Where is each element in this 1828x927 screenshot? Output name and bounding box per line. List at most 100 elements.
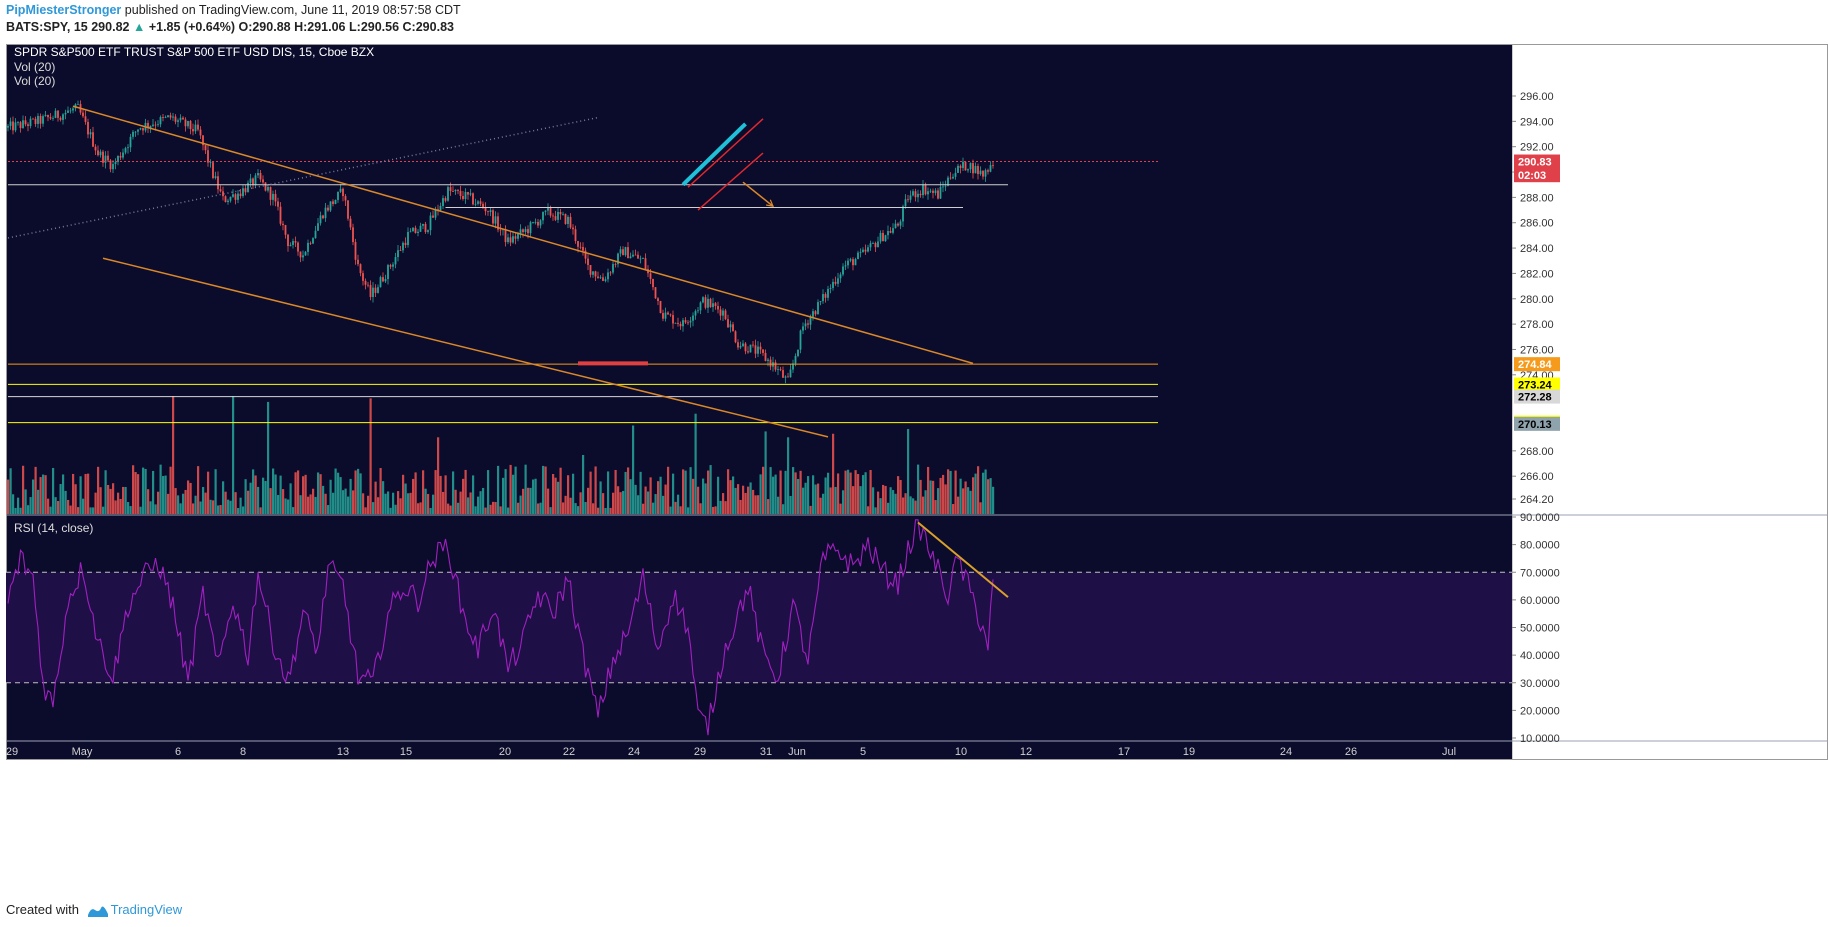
volume-bar — [657, 481, 660, 514]
volume-bar — [724, 501, 727, 514]
volume-bar — [199, 501, 202, 514]
volume-bar — [324, 493, 327, 514]
candle-body — [754, 345, 757, 354]
volume-bar — [807, 476, 810, 514]
volume-bar — [684, 470, 687, 514]
volume-bar — [64, 490, 67, 514]
candle-body — [839, 274, 842, 279]
volume-bar — [492, 501, 495, 514]
candle-body — [717, 305, 719, 310]
volume-bar — [194, 495, 197, 514]
candle-body — [644, 258, 647, 270]
price-tick-label: 276.00 — [1520, 344, 1554, 356]
volume-bar — [364, 507, 367, 514]
volume-bar — [269, 488, 272, 514]
price-tick-label: 278.00 — [1520, 319, 1554, 331]
volume-bar — [589, 471, 592, 514]
volume-bar — [217, 505, 220, 514]
open-label: O: — [238, 20, 253, 34]
volume-bar — [17, 497, 20, 514]
volume-bar — [354, 470, 357, 514]
volume-bar — [334, 468, 337, 514]
candle-body — [197, 124, 199, 130]
volume-bar — [967, 487, 970, 514]
volume-bar — [562, 502, 565, 514]
candle-body — [69, 110, 72, 112]
volume-bar — [612, 492, 615, 514]
candle-body — [409, 231, 412, 233]
volume-bar — [512, 474, 515, 514]
author-link[interactable]: PipMiesterStronger — [6, 3, 122, 17]
volume-bar — [244, 479, 247, 514]
tradingview-brand-link[interactable]: TradingView — [110, 902, 183, 917]
candle-body — [597, 276, 599, 279]
candle-body — [507, 237, 509, 243]
candle-body — [827, 288, 829, 298]
candle-body — [112, 164, 114, 170]
volume-bar — [614, 469, 617, 514]
volume-bar — [787, 437, 790, 514]
candle-body — [204, 145, 207, 151]
candle-body — [242, 188, 244, 197]
volume-bar — [257, 486, 260, 514]
volume-bar — [397, 491, 400, 514]
price-tick-label: 294.00 — [1520, 116, 1554, 128]
candle-body — [582, 247, 584, 251]
volume-bar — [839, 503, 842, 514]
volume-bar — [779, 470, 782, 514]
volume-bar — [164, 475, 167, 514]
volume-bar — [579, 492, 582, 514]
volume-bar — [122, 486, 125, 514]
price-tag — [1514, 416, 1560, 431]
candle-body — [92, 132, 94, 147]
candle-body — [524, 229, 527, 232]
volume-bar — [877, 491, 880, 514]
candle-body — [14, 122, 17, 131]
volume-bar — [252, 469, 255, 514]
candle-body — [642, 258, 644, 259]
candle-body — [569, 216, 572, 228]
volume-bar — [667, 466, 670, 514]
candle-body — [589, 264, 592, 275]
volume-bar — [674, 501, 677, 514]
candle-body — [217, 176, 219, 190]
volume-bar — [964, 481, 967, 514]
candle-body — [654, 287, 657, 299]
volume-bar — [414, 472, 417, 514]
volume-bar — [89, 507, 92, 514]
candle-body — [742, 343, 744, 347]
volume-bar — [919, 479, 922, 514]
volume-bar — [584, 502, 587, 514]
price-tick-label: 268.00 — [1520, 446, 1554, 458]
volume-bar — [97, 466, 100, 514]
candle-body — [672, 315, 674, 324]
candle-body — [492, 210, 494, 224]
candle-body — [619, 249, 622, 254]
volume-bar — [32, 479, 35, 514]
volume-bar — [882, 484, 885, 514]
low-value: 290.56 — [360, 20, 400, 34]
volume-bar — [92, 507, 95, 514]
volume-bar — [624, 471, 627, 514]
candle-body — [494, 216, 497, 224]
candle-body — [639, 258, 642, 260]
volume-bar — [767, 499, 770, 514]
candle-body — [972, 163, 974, 174]
volume-bar — [132, 465, 135, 514]
candle-body — [932, 190, 934, 193]
volume-bar — [797, 478, 800, 514]
candle-body — [309, 242, 312, 244]
volume-bar — [607, 471, 610, 514]
price-chart[interactable]: SPDR S&P500 ETF TRUST S&P 500 ETF USD DI… — [0, 44, 1828, 889]
candle-body — [67, 110, 69, 113]
candle-body — [329, 201, 332, 211]
volume-bar — [734, 487, 737, 514]
volume-bar — [119, 498, 122, 514]
volume-bar — [502, 477, 505, 514]
candle-body — [604, 279, 607, 281]
candle-body — [157, 124, 159, 126]
candle-body — [957, 165, 959, 173]
volume-bar — [212, 500, 215, 514]
candle-body — [622, 249, 624, 256]
volume-bar — [272, 468, 275, 514]
